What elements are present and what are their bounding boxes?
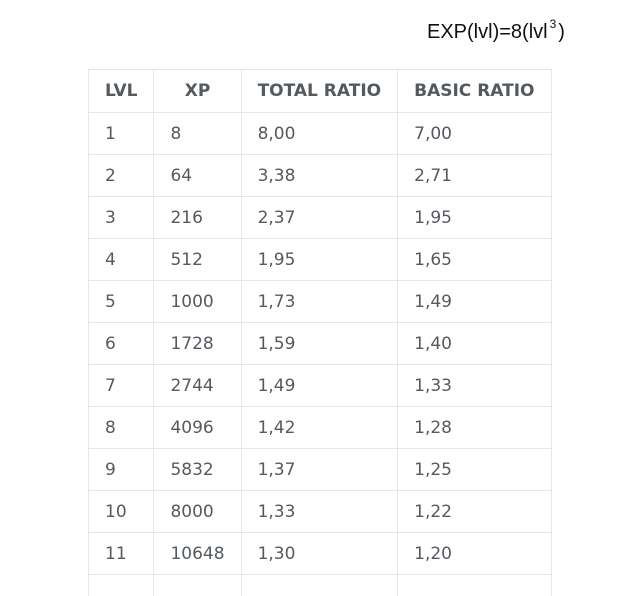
formula-prefix: EXP(lvl)=8(lvl — [427, 21, 548, 43]
table-row: 9 5832 1,37 1,25 — [87, 448, 552, 491]
table-row — [87, 574, 552, 596]
lvl-cell: 7 — [87, 364, 155, 407]
lvl-cell: 2 — [87, 154, 155, 197]
table-row: 4 512 1,95 1,65 — [87, 238, 552, 281]
basic-ratio-cell: 1,28 — [397, 406, 552, 449]
lvl-cell: 9 — [87, 448, 155, 491]
formula-exponent: 3 — [549, 17, 557, 32]
xp-cell: 216 — [153, 196, 242, 239]
table-row: 10 8000 1,33 1,22 — [87, 490, 552, 533]
lvl-cell: 5 — [87, 280, 155, 323]
total-ratio-cell: 1,59 — [240, 322, 399, 365]
total-ratio-cell: 3,38 — [240, 154, 399, 197]
lvl-cell: 1 — [87, 112, 155, 155]
xp-cell: 64 — [153, 154, 242, 197]
lvl-cell: 4 — [87, 238, 155, 281]
lvl-cell: 11 — [87, 532, 155, 575]
basic-ratio-cell: 7,00 — [397, 112, 552, 155]
basic-ratio-cell — [397, 574, 552, 596]
formula-suffix: ) — [558, 21, 565, 43]
basic-ratio-cell: 1,22 — [397, 490, 552, 533]
table-row: 11 10648 1,30 1,20 — [87, 532, 552, 575]
lvl-cell: 8 — [87, 406, 155, 449]
table-header-row: LVL XP TOTAL RATIO BASIC RATIO — [87, 69, 552, 113]
lvl-cell: 6 — [87, 322, 155, 365]
xp-cell: 8000 — [153, 490, 242, 533]
basic-ratio-cell: 1,20 — [397, 532, 552, 575]
basic-ratio-cell: 1,49 — [397, 280, 552, 323]
basic-ratio-cell: 1,25 — [397, 448, 552, 491]
xp-ratio-table: LVL XP TOTAL RATIO BASIC RATIO 1 8 8,00 7,0… — [87, 69, 552, 596]
exp-formula: EXP(lvl)=8(lvl 3) — [427, 18, 565, 46]
lvl-cell: 10 — [87, 490, 155, 533]
total-ratio-cell: 1,95 — [240, 238, 399, 281]
header-total-ratio: TOTAL RATIO — [240, 69, 399, 113]
header-lvl: LVL — [87, 69, 155, 113]
total-ratio-cell: 1,42 — [240, 406, 399, 449]
lvl-cell: 3 — [87, 196, 155, 239]
table-row: 1 8 8,00 7,00 — [87, 112, 552, 155]
xp-cell: 512 — [153, 238, 242, 281]
xp-cell: 8 — [153, 112, 242, 155]
xp-cell: 1000 — [153, 280, 242, 323]
basic-ratio-cell: 1,33 — [397, 364, 552, 407]
lvl-cell — [87, 574, 155, 596]
table-row: 7 2744 1,49 1,33 — [87, 364, 552, 407]
basic-ratio-cell: 1,40 — [397, 322, 552, 365]
xp-cell: 1728 — [153, 322, 242, 365]
total-ratio-cell: 1,33 — [240, 490, 399, 533]
total-ratio-cell: 1,49 — [240, 364, 399, 407]
total-ratio-cell: 1,30 — [240, 532, 399, 575]
total-ratio-cell: 1,73 — [240, 280, 399, 323]
table-row: 3 216 2,37 1,95 — [87, 196, 552, 239]
basic-ratio-cell: 1,65 — [397, 238, 552, 281]
total-ratio-cell: 8,00 — [240, 112, 399, 155]
header-xp: XP — [153, 69, 242, 113]
table-row: 2 64 3,38 2,71 — [87, 154, 552, 197]
basic-ratio-cell: 1,95 — [397, 196, 552, 239]
table-row: 6 1728 1,59 1,40 — [87, 322, 552, 365]
table-row: 5 1000 1,73 1,49 — [87, 280, 552, 323]
xp-cell: 10648 — [153, 532, 242, 575]
table-body: 1 8 8,00 7,00 2 64 3,38 2,71 3 216 2,37 1,95 4 512 1,9… — [87, 112, 552, 596]
total-ratio-cell: 2,37 — [240, 196, 399, 239]
basic-ratio-cell: 2,71 — [397, 154, 552, 197]
xp-cell: 5832 — [153, 448, 242, 491]
header-basic-ratio: BASIC RATIO — [397, 69, 552, 113]
xp-cell: 2744 — [153, 364, 242, 407]
table-row: 8 4096 1,42 1,28 — [87, 406, 552, 449]
total-ratio-cell: 1,37 — [240, 448, 399, 491]
total-ratio-cell — [240, 574, 399, 596]
xp-cell — [153, 574, 242, 596]
xp-cell: 4096 — [153, 406, 242, 449]
